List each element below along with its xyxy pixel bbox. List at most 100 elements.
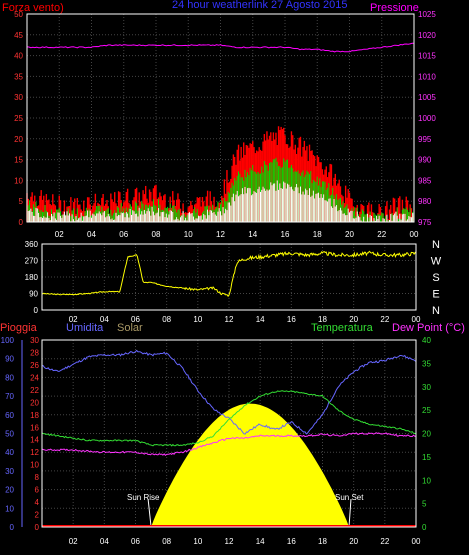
pressure-tick-label: 1020 — [418, 31, 436, 40]
humidity-tick-label: 0 — [10, 523, 15, 532]
wind-tick-label: 30 — [14, 93, 23, 102]
direction-tick-label: 90 — [29, 290, 38, 299]
time-tick-label: 08 — [162, 315, 171, 324]
wind-tick-label: 15 — [14, 156, 23, 165]
rain-tick-label: 2 — [35, 511, 40, 520]
time-tick-label: 20 — [345, 230, 354, 239]
solar-radiation-area — [151, 403, 349, 527]
time-tick-label: 18 — [318, 537, 327, 546]
dewpoint-line — [41, 432, 416, 456]
wind-tick-label: 40 — [14, 52, 23, 61]
rain-tick-label: 8 — [35, 473, 40, 482]
rain-tick-label: 12 — [30, 448, 39, 457]
wind-tick-label: 45 — [14, 31, 23, 40]
sun-rise-marker — [147, 498, 152, 528]
rain-tick-label: 14 — [30, 436, 39, 445]
temperature-tick-label: 10 — [422, 476, 431, 485]
time-tick-label: 12 — [216, 230, 225, 239]
time-tick-label: 04 — [87, 230, 96, 239]
wind-tick-label: 0 — [19, 218, 24, 227]
humidity-tick-label: 80 — [5, 373, 14, 382]
compass-label: W — [431, 256, 442, 268]
rain-tick-label: 6 — [35, 486, 40, 495]
temperature-tick-label: 5 — [422, 500, 427, 509]
pressure-tick-label: 1015 — [418, 52, 436, 61]
time-tick-label: 16 — [287, 537, 296, 546]
humidity-tick-label: 40 — [5, 448, 14, 457]
time-tick-label: 00 — [412, 315, 421, 324]
time-tick-label: 18 — [313, 230, 322, 239]
time-tick-label: 12 — [225, 315, 234, 324]
compass-label: N — [432, 239, 440, 251]
time-tick-label: 14 — [256, 537, 265, 546]
time-tick-label: 08 — [162, 537, 171, 546]
rain-tick-label: 4 — [35, 498, 40, 507]
rain-title: Pioggia — [0, 322, 38, 334]
direction-chart-frame — [41, 243, 417, 311]
rain-tick-label: 28 — [30, 348, 39, 357]
temperature-tick-label: 35 — [422, 359, 431, 368]
wind-tick-label: 5 — [19, 197, 24, 206]
dewpoint-title: Dew Point (°C) — [392, 322, 465, 334]
pressure-tick-label: 1025 — [418, 10, 436, 19]
time-tick-label: 22 — [380, 315, 389, 324]
time-tick-label: 00 — [412, 537, 421, 546]
wind-pressure-chart: 5045403530252015105010251020101510101005… — [14, 10, 436, 239]
humidity-title: Umidita — [66, 322, 104, 334]
sun-rise-label: Sun Rise — [127, 493, 160, 502]
time-tick-label: 20 — [349, 315, 358, 324]
temperature-tick-label: 25 — [422, 406, 431, 415]
pressure-tick-label: 980 — [418, 197, 432, 206]
sun-set-label: Sun Set — [335, 493, 364, 502]
rain-tick-label: 30 — [30, 336, 39, 345]
compass-label: S — [432, 272, 439, 284]
time-tick-label: 08 — [152, 230, 161, 239]
time-tick-label: 02 — [69, 537, 78, 546]
temperature-tick-label: 30 — [422, 383, 431, 392]
time-tick-label: 16 — [287, 315, 296, 324]
direction-tick-label: 0 — [34, 306, 39, 315]
time-tick-label: 14 — [256, 315, 265, 324]
wind-axis-title: Forza vento) — [2, 2, 64, 14]
pressure-axis-title: Pressione — [370, 2, 419, 14]
solar-title: Solar — [117, 322, 143, 334]
time-tick-label: 10 — [193, 537, 202, 546]
time-tick-label: 12 — [225, 537, 234, 546]
pressure-tick-label: 995 — [418, 135, 432, 144]
wind-tick-label: 25 — [14, 114, 23, 123]
time-tick-label: 10 — [193, 315, 202, 324]
bottom-chart-frame — [41, 339, 417, 528]
rain-tick-label: 20 — [30, 398, 39, 407]
time-tick-label: 14 — [248, 230, 257, 239]
humidity-tick-label: 10 — [5, 504, 14, 513]
compass-label: N — [432, 305, 440, 317]
humidity-tick-label: 30 — [5, 467, 14, 476]
time-tick-label: 18 — [318, 315, 327, 324]
pressure-tick-label: 975 — [418, 218, 432, 227]
humidity-tick-label: 50 — [5, 430, 14, 439]
wind-tick-label: 10 — [14, 176, 23, 185]
time-tick-label: 02 — [55, 230, 64, 239]
humidity-temperature-chart: 1009080706050403020100302826242220181614… — [1, 336, 432, 546]
temperature-tick-label: 20 — [422, 430, 431, 439]
time-tick-label: 06 — [119, 230, 128, 239]
time-tick-label: 10 — [184, 230, 193, 239]
time-tick-label: 20 — [349, 537, 358, 546]
humidity-line — [41, 349, 417, 435]
time-tick-label: 16 — [281, 230, 290, 239]
rain-tick-label: 16 — [30, 423, 39, 432]
pressure-line — [26, 42, 414, 53]
humidity-tick-label: 20 — [5, 486, 14, 495]
temperature-line — [41, 390, 417, 447]
rain-tick-label: 24 — [30, 373, 39, 382]
pressure-tick-label: 1000 — [418, 114, 436, 123]
wind-tick-label: 50 — [14, 10, 23, 19]
temperature-title: Temperatura — [311, 322, 374, 334]
compass-label: E — [432, 289, 439, 301]
temperature-tick-label: 15 — [422, 453, 431, 462]
time-tick-label: 00 — [410, 230, 419, 239]
humidity-tick-label: 90 — [5, 355, 14, 364]
direction-tick-label: 360 — [25, 240, 39, 249]
time-tick-label: 06 — [131, 537, 140, 546]
